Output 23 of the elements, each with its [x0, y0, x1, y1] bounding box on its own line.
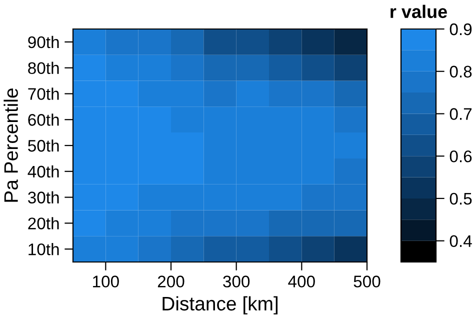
y-tick-label: 20th	[28, 217, 59, 230]
y-tick-label: 70th	[28, 88, 59, 100]
y-tick-label: 80th	[28, 62, 59, 74]
y-tick-label: 50th	[28, 139, 59, 152]
y-tick-label: 40th	[28, 165, 59, 178]
x-tick-label: 300	[223, 276, 250, 288]
color-bar-label: 0.5	[450, 192, 472, 205]
x-tick-label: 400	[288, 276, 315, 288]
x-axis-title: Distance [km]	[162, 296, 278, 314]
y-tick-label: 90th	[28, 36, 59, 48]
color-bar-label: 0.9	[450, 23, 472, 36]
color-bar-title: r value	[390, 4, 447, 18]
x-tick-label: 100	[93, 276, 119, 288]
x-tick-label: 500	[354, 276, 380, 288]
color-bar-label: 0.6	[450, 150, 472, 162]
y-axis-title: Pa Percentile	[4, 88, 18, 202]
x-tick-label: 200	[158, 276, 184, 288]
color-bar-label: 0.8	[450, 66, 472, 78]
color-bar-label: 0.7	[450, 108, 472, 120]
color-bar-label: 0.4	[450, 235, 472, 248]
y-tick-label: 30th	[28, 191, 59, 204]
y-tick-label: 10th	[28, 243, 59, 256]
y-tick-label: 60th	[28, 114, 59, 126]
